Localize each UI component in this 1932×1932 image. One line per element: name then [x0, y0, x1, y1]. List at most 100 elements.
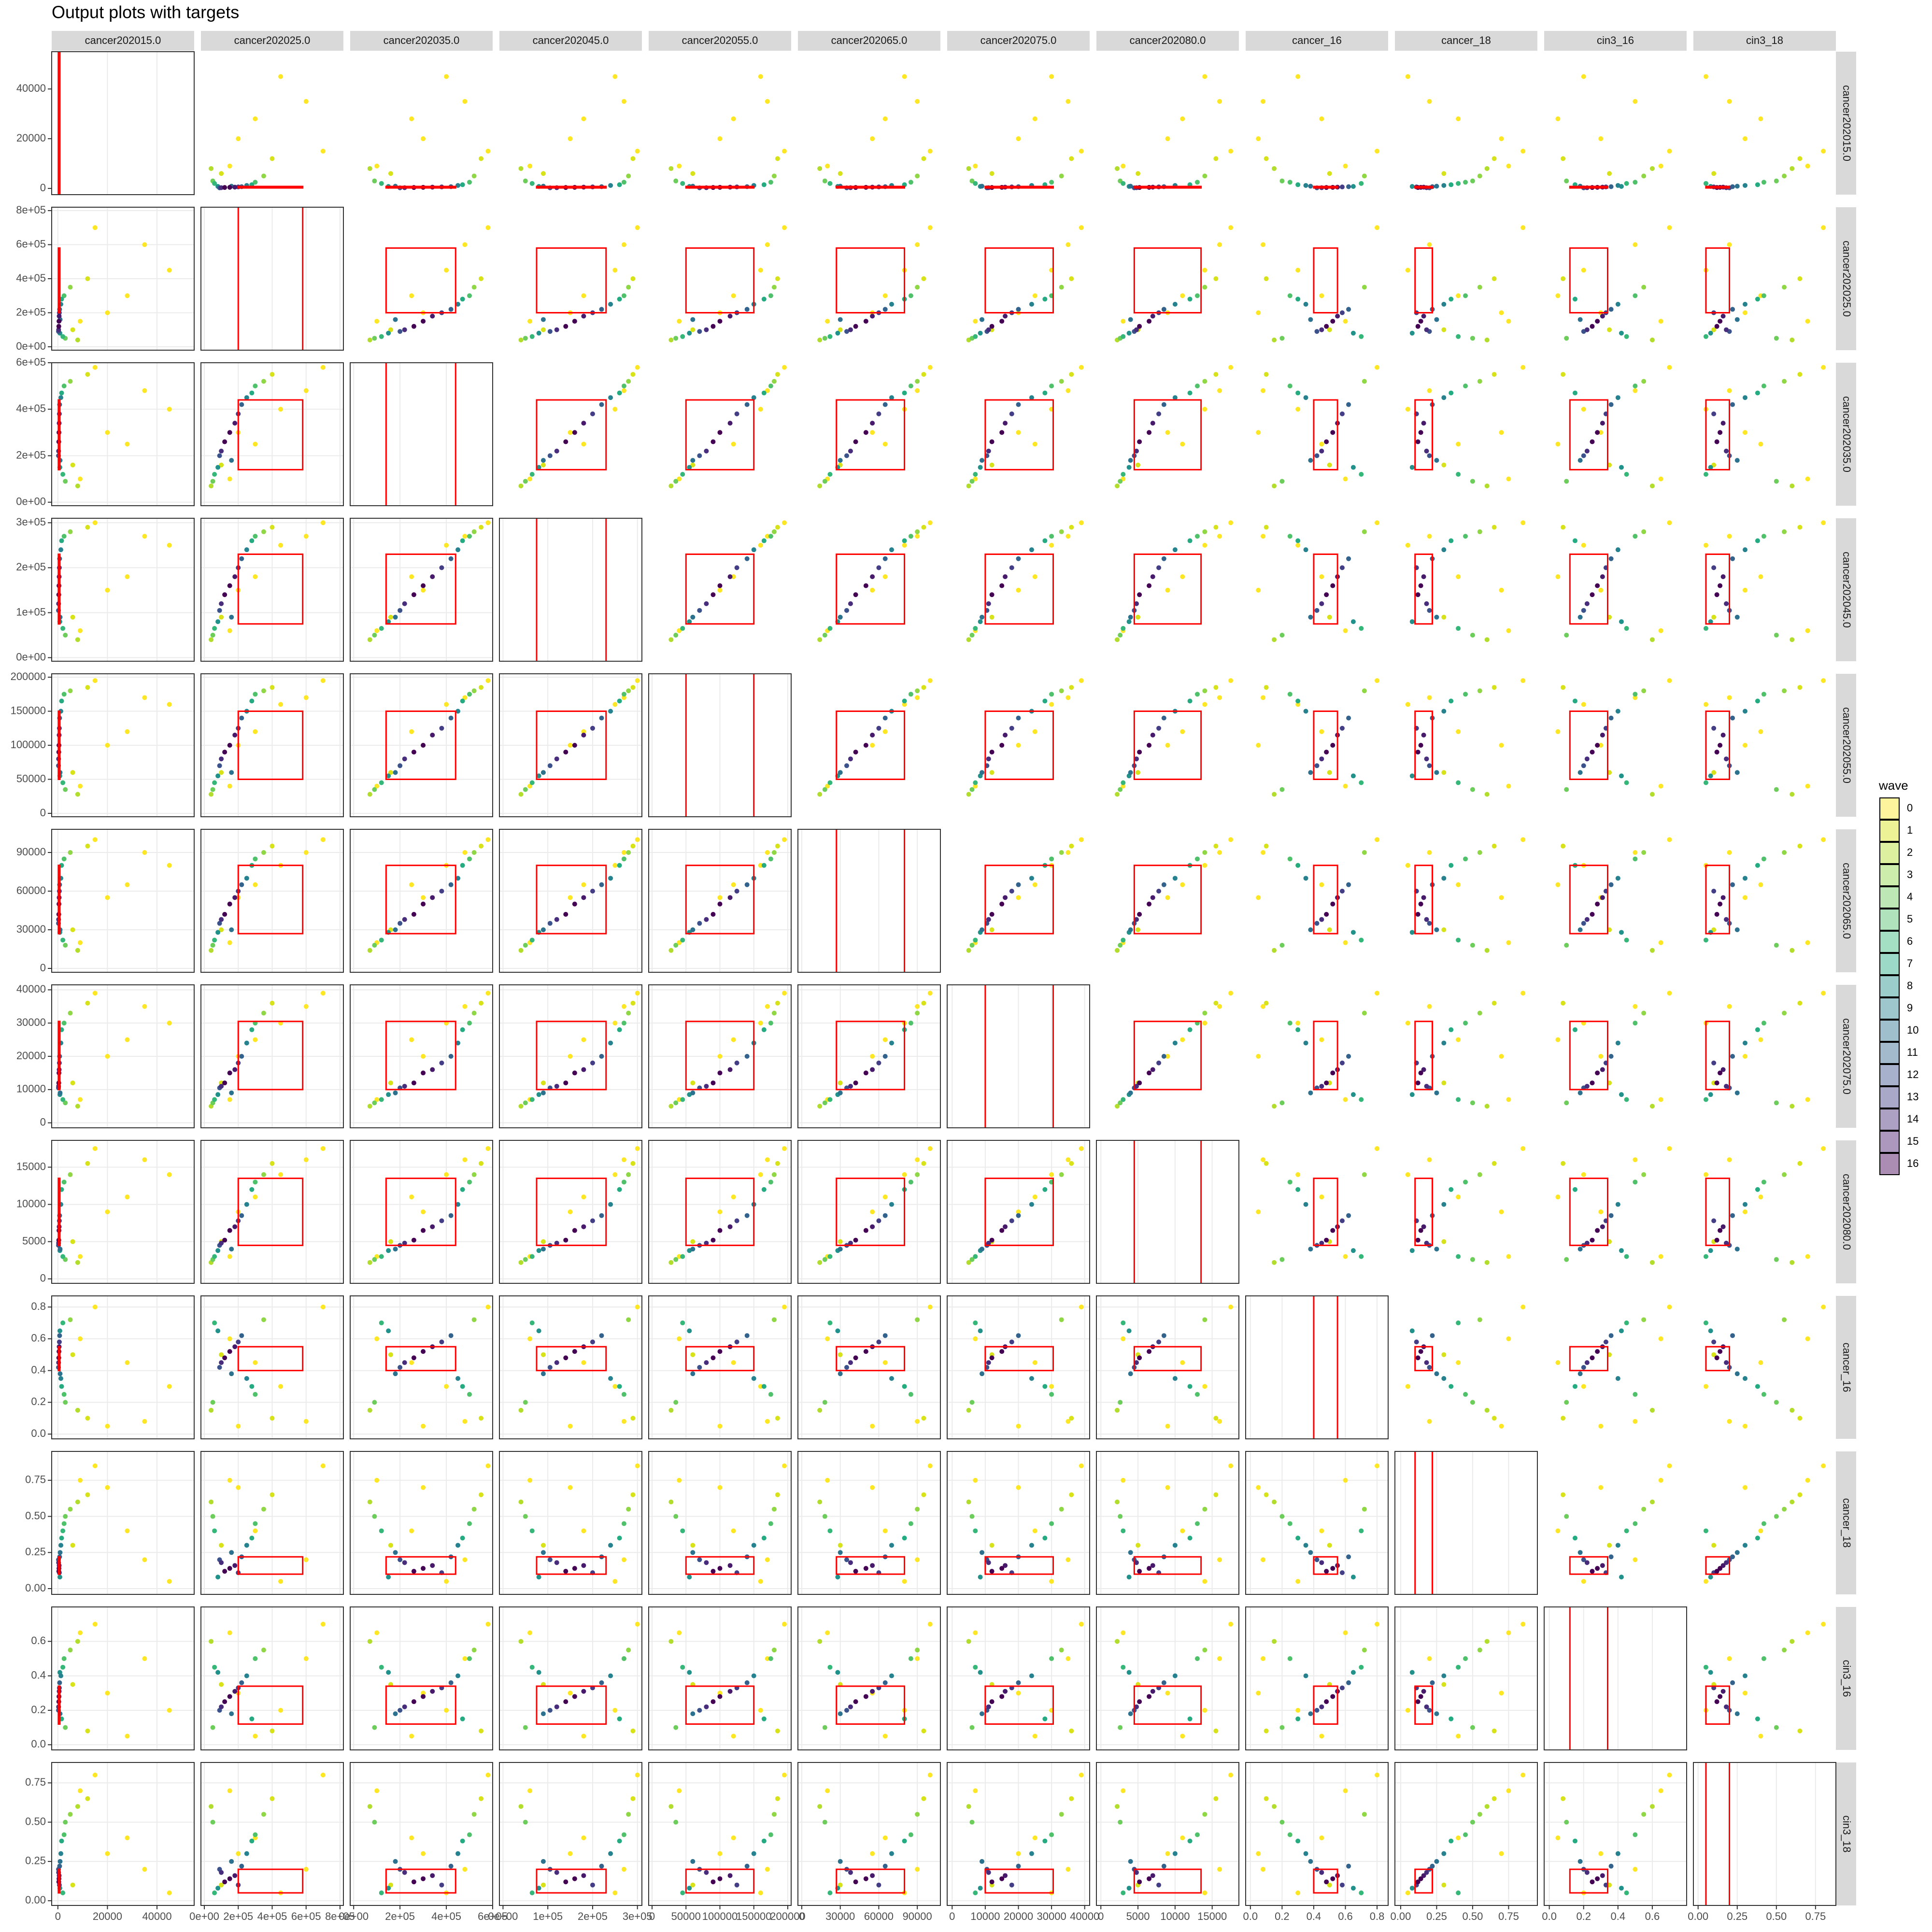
point	[704, 601, 709, 606]
point	[1477, 284, 1482, 290]
points	[209, 1463, 326, 1584]
x-tick-label: 100000	[702, 1910, 738, 1922]
point	[1761, 534, 1766, 539]
point	[78, 1477, 83, 1483]
point	[781, 1305, 787, 1310]
point	[1624, 472, 1629, 477]
point	[1595, 1349, 1600, 1354]
point	[125, 1194, 130, 1200]
point	[1598, 743, 1604, 748]
point	[92, 1621, 98, 1627]
point	[1449, 698, 1454, 704]
point	[581, 1873, 586, 1878]
point	[1790, 1499, 1795, 1505]
point	[1641, 1812, 1647, 1817]
point	[1667, 520, 1672, 526]
point	[717, 1876, 723, 1881]
point	[1121, 780, 1126, 785]
point	[421, 1070, 426, 1076]
point	[1180, 293, 1185, 298]
point	[409, 1360, 414, 1365]
point	[1295, 1187, 1301, 1192]
panel	[518, 74, 640, 190]
point	[142, 534, 147, 539]
strip-right	[1836, 674, 1856, 817]
panel	[817, 678, 933, 797]
point	[1147, 901, 1152, 907]
panel	[648, 673, 792, 817]
point	[1003, 313, 1008, 319]
point	[751, 1543, 756, 1548]
point	[471, 284, 477, 290]
point	[1598, 136, 1604, 142]
point	[1520, 991, 1526, 996]
point	[1506, 1336, 1511, 1341]
strip-right	[1836, 1140, 1856, 1283]
panel-border	[1096, 1451, 1239, 1595]
point	[775, 525, 780, 530]
panel	[797, 1295, 941, 1439]
point	[889, 301, 895, 307]
panel-border	[350, 984, 493, 1128]
point	[870, 421, 875, 426]
point	[236, 1423, 241, 1429]
point	[105, 430, 110, 435]
point	[1734, 1371, 1740, 1377]
point	[320, 1305, 326, 1310]
target-box	[57, 710, 61, 780]
panel	[200, 207, 344, 351]
point	[1415, 1699, 1421, 1705]
point	[980, 458, 985, 463]
point	[1520, 148, 1526, 154]
point	[1346, 1680, 1351, 1685]
panel-bg	[798, 1296, 940, 1439]
point	[1279, 1100, 1285, 1106]
point	[249, 390, 255, 396]
point	[1742, 1485, 1747, 1490]
point	[372, 633, 377, 638]
point	[1079, 225, 1084, 230]
point	[626, 1172, 631, 1177]
point	[1264, 1728, 1269, 1733]
point	[608, 1673, 613, 1678]
point	[635, 1463, 640, 1468]
point	[236, 1339, 241, 1345]
point	[870, 574, 875, 580]
point	[249, 538, 255, 543]
point	[1049, 1392, 1054, 1397]
strip-label: cancer202065.0	[831, 34, 908, 46]
point	[402, 1870, 407, 1875]
point	[1581, 1365, 1586, 1370]
point	[92, 1305, 98, 1310]
point	[253, 1528, 258, 1534]
point	[527, 476, 533, 482]
y-tick-label: 20000	[16, 1050, 46, 1062]
point	[1049, 702, 1054, 707]
point	[372, 1819, 377, 1825]
point	[1577, 1090, 1583, 1095]
point	[1187, 1027, 1193, 1032]
point	[1339, 1685, 1345, 1690]
point	[1730, 1680, 1735, 1685]
point	[973, 783, 978, 789]
point	[439, 1339, 444, 1345]
point	[212, 1890, 217, 1895]
point	[1572, 297, 1577, 302]
target-box	[1705, 247, 1731, 313]
point	[704, 1083, 709, 1089]
point	[1180, 1037, 1185, 1042]
point	[973, 1477, 978, 1483]
point	[1641, 379, 1647, 384]
point	[1463, 856, 1468, 862]
point	[989, 1237, 994, 1243]
strip-label: cancer202025.0	[1841, 241, 1853, 317]
panel-bg	[499, 1762, 642, 1905]
point	[771, 1812, 777, 1817]
panel-bg	[1246, 1607, 1388, 1750]
point	[1150, 313, 1155, 319]
panel	[966, 74, 1084, 190]
point	[677, 1788, 682, 1793]
point	[827, 1320, 833, 1325]
point	[751, 1851, 756, 1856]
point	[70, 614, 75, 620]
